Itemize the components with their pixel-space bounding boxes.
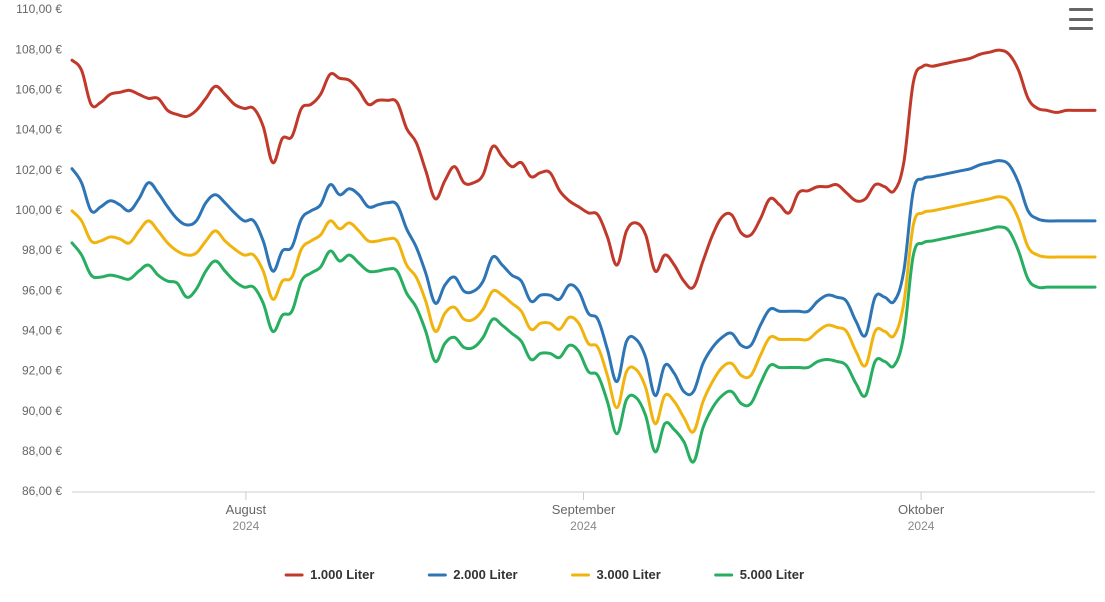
- legend-label: 1.000 Liter: [310, 567, 374, 582]
- x-axis-year-label: 2024: [908, 519, 935, 533]
- x-axis-year-label: 2024: [233, 519, 260, 533]
- legend-item-s5000[interactable]: 5.000 Liter: [716, 567, 804, 582]
- series-line-s1000: [72, 50, 1095, 288]
- y-axis-tick-label: 92,00 €: [22, 364, 62, 378]
- x-axis-month-label: Oktober: [898, 502, 945, 517]
- y-axis-tick-label: 102,00 €: [15, 163, 62, 177]
- legend-label: 3.000 Liter: [597, 567, 661, 582]
- legend-label: 2.000 Liter: [453, 567, 517, 582]
- y-axis-tick-label: 98,00 €: [22, 243, 62, 257]
- y-axis-tick-label: 88,00 €: [22, 444, 62, 458]
- y-axis-tick-label: 106,00 €: [15, 83, 62, 97]
- series-line-s3000: [72, 197, 1095, 432]
- y-axis-tick-label: 86,00 €: [22, 484, 62, 498]
- y-axis-tick-label: 104,00 €: [15, 123, 62, 137]
- price-chart: 86,00 € 88,00 € 90,00 € 92,00 € 94,00 € 96,00…: [0, 0, 1105, 602]
- x-axis-year-label: 2024: [570, 519, 597, 533]
- y-axis-tick-label: 100,00 €: [15, 203, 62, 217]
- legend-label: 5.000 Liter: [740, 567, 804, 582]
- chart-svg: 86,00 € 88,00 € 90,00 € 92,00 € 94,00 € 96,00…: [0, 0, 1105, 602]
- legend-item-s2000[interactable]: 2.000 Liter: [429, 567, 517, 582]
- y-axis-tick-label: 108,00 €: [15, 42, 62, 56]
- x-axis-month-label: September: [552, 502, 616, 517]
- y-axis-tick-label: 96,00 €: [22, 283, 62, 297]
- legend-item-s1000[interactable]: 1.000 Liter: [286, 567, 374, 582]
- series-line-s5000: [72, 227, 1095, 462]
- y-axis-tick-label: 90,00 €: [22, 404, 62, 418]
- chart-menu-icon[interactable]: [1069, 6, 1093, 32]
- legend: 1.000 Liter 2.000 Liter 3.000 Liter 5.000 L…: [286, 567, 804, 582]
- y-axis-tick-label: 94,00 €: [22, 324, 62, 338]
- y-axis-tick-label: 110,00 €: [16, 2, 62, 16]
- legend-item-s3000[interactable]: 3.000 Liter: [573, 567, 661, 582]
- x-axis-month-label: August: [226, 502, 267, 517]
